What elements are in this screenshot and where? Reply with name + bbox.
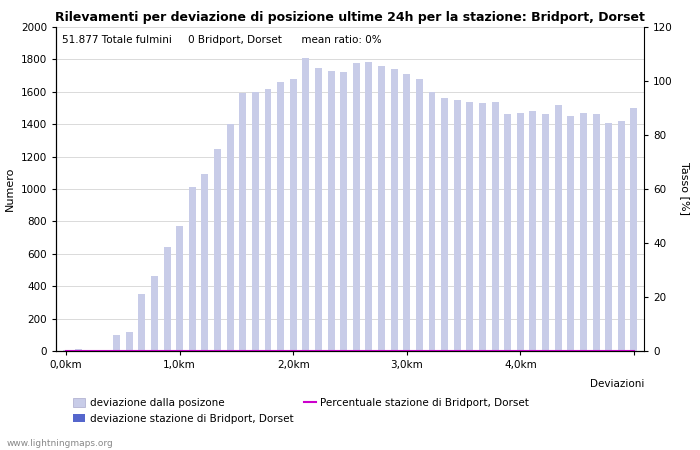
Bar	[227, 124, 234, 351]
Bar	[580, 113, 587, 351]
Bar	[378, 66, 385, 351]
Bar	[214, 148, 221, 351]
Bar	[517, 113, 524, 351]
Text: www.lightningmaps.org: www.lightningmaps.org	[7, 439, 113, 448]
Bar	[126, 332, 133, 351]
Bar	[391, 69, 398, 351]
Bar	[340, 72, 347, 351]
Text: Deviazioni: Deviazioni	[589, 378, 644, 388]
Bar	[454, 100, 461, 351]
Bar	[631, 108, 638, 351]
Bar	[403, 74, 410, 351]
Bar	[139, 294, 146, 351]
Bar	[290, 79, 297, 351]
Bar	[529, 111, 536, 351]
Bar	[101, 350, 107, 351]
Y-axis label: Numero: Numero	[5, 167, 15, 211]
Bar	[466, 102, 473, 351]
Bar	[302, 58, 309, 351]
Bar	[315, 68, 322, 351]
Bar	[542, 114, 549, 351]
Bar	[176, 226, 183, 351]
Bar	[164, 248, 171, 351]
Bar	[277, 82, 284, 351]
Bar	[567, 116, 574, 351]
Bar	[416, 79, 423, 351]
Bar	[202, 175, 209, 351]
Bar	[593, 114, 599, 351]
Bar	[618, 121, 625, 351]
Bar	[189, 187, 196, 351]
Bar	[113, 335, 120, 351]
Y-axis label: Tasso [%]: Tasso [%]	[680, 162, 689, 216]
Bar	[479, 103, 486, 351]
Bar	[365, 62, 372, 351]
Bar	[491, 102, 498, 351]
Bar	[239, 94, 246, 351]
Text: 51.877 Totale fulmini     0 Bridport, Dorset      mean ratio: 0%: 51.877 Totale fulmini 0 Bridport, Dorset…	[62, 35, 382, 45]
Bar	[252, 92, 259, 351]
Bar	[265, 89, 272, 351]
Legend: deviazione dalla posizone, deviazione stazione di Bridport, Dorset, Percentuale : deviazione dalla posizone, deviazione st…	[73, 398, 529, 423]
Bar	[353, 63, 360, 351]
Bar	[62, 350, 69, 351]
Bar	[328, 71, 335, 351]
Bar	[606, 122, 612, 351]
Bar	[554, 105, 561, 351]
Bar	[428, 92, 435, 351]
Bar	[151, 276, 158, 351]
Bar	[441, 98, 448, 351]
Bar	[75, 349, 82, 351]
Bar	[504, 114, 511, 351]
Title: Rilevamenti per deviazione di posizione ultime 24h per la stazione: Bridport, Do: Rilevamenti per deviazione di posizione …	[55, 11, 645, 24]
